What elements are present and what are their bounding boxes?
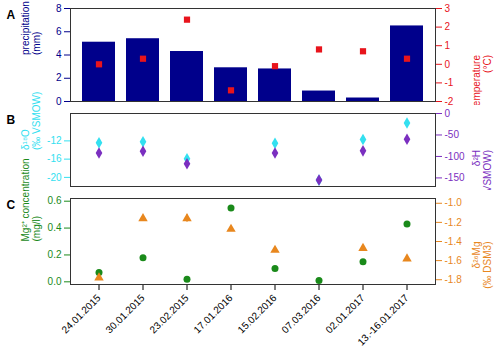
- svg-text:B: B: [7, 113, 16, 127]
- svg-text:30.01.2015: 30.01.2015: [103, 292, 146, 335]
- svg-text:-50: -50: [445, 129, 460, 140]
- svg-text:0: 0: [445, 59, 451, 70]
- svg-text:-150: -150: [445, 172, 465, 183]
- svg-text:-100: -100: [445, 151, 465, 162]
- svg-text:0.6: 0.6: [48, 195, 62, 206]
- svg-text:-12: -12: [47, 135, 62, 146]
- html-text:δ²H: δ²H: [470, 150, 482, 167]
- svg-text:17.01.2016: 17.01.2016: [191, 292, 234, 335]
- svg-text:0.2: 0.2: [48, 249, 62, 260]
- svg-text:-20: -20: [47, 172, 62, 183]
- svg-text:0: 0: [445, 108, 451, 119]
- svg-text:2: 2: [445, 21, 451, 32]
- svg-text:3: 3: [445, 3, 451, 14]
- svg-text:23.02.2015: 23.02.2015: [147, 292, 190, 335]
- html-text:(°C): (°C): [481, 55, 493, 73]
- svg-text:-1.2: -1.2: [445, 217, 463, 228]
- svg-text:-1.0: -1.0: [445, 197, 463, 208]
- svg-text:4: 4: [56, 49, 62, 60]
- svg-text:-1: -1: [445, 77, 454, 88]
- svg-text:0.4: 0.4: [48, 222, 62, 233]
- svg-text:13.-16.01.2017: 13.-16.01.2017: [355, 292, 411, 348]
- svg-text:07.03.2016: 07.03.2016: [279, 292, 322, 335]
- svg-text:Mg²⁺ concentration(mg/l): Mg²⁺ concentration(mg/l): [20, 158, 42, 241]
- html-text:air temperature: air temperature: [470, 55, 482, 123]
- svg-text:8: 8: [56, 3, 62, 14]
- svg-text:-16: -16: [47, 153, 62, 164]
- svg-text:δ²⁶Mg(‰ DSM3): δ²⁶Mg(‰ DSM3): [471, 242, 493, 289]
- svg-text:-1.4: -1.4: [445, 236, 463, 247]
- svg-text:-1.8: -1.8: [445, 274, 463, 285]
- svg-text:precipitation(mm): precipitation(mm): [20, 1, 42, 55]
- svg-text:02.01.2017: 02.01.2017: [323, 292, 366, 335]
- svg-text:-2: -2: [444, 95, 454, 107]
- svg-text:-1.6: -1.6: [445, 255, 463, 266]
- svg-text:2: 2: [56, 72, 62, 83]
- svg-text:A: A: [7, 8, 16, 22]
- svg-text:24.01.2015: 24.01.2015: [59, 292, 102, 335]
- svg-text:0: 0: [55, 95, 62, 107]
- svg-text:1: 1: [445, 40, 451, 51]
- html-text:(‰ VSMOW): (‰ VSMOW): [481, 150, 493, 209]
- svg-text:C: C: [7, 198, 16, 212]
- svg-text:6: 6: [56, 26, 62, 37]
- svg-text:0.0: 0.0: [48, 276, 62, 287]
- svg-text:15.02.2016: 15.02.2016: [235, 292, 278, 335]
- svg-text:δ¹⁸O(‰ VSMOW): δ¹⁸O(‰ VSMOW): [20, 92, 42, 150]
